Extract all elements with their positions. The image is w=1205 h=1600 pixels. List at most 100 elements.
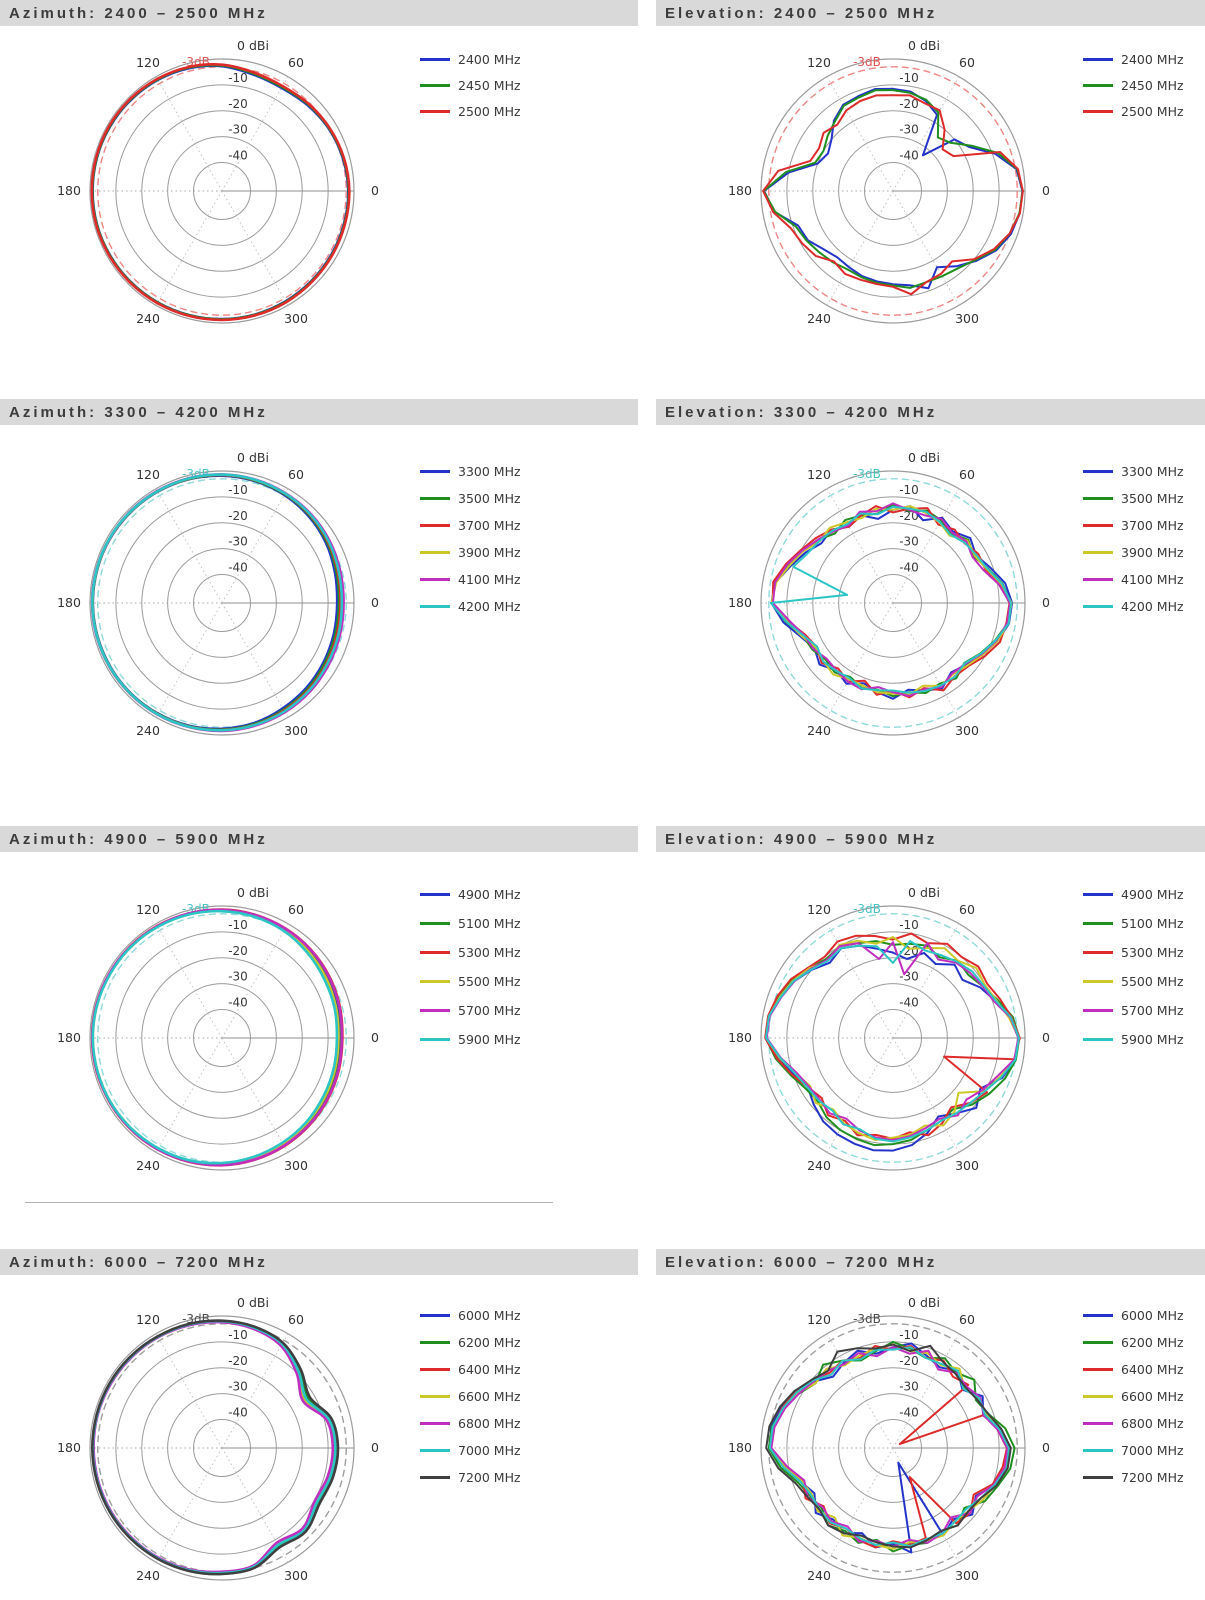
- legend-label: 6600 MHz: [458, 1389, 521, 1404]
- legend-label: 2500 MHz: [458, 103, 521, 119]
- legend-swatch-line: [1083, 470, 1113, 473]
- radial-tick-label: -30: [228, 970, 248, 984]
- radial-axis-label: 0 dBi: [908, 450, 940, 465]
- angle-tick-label-0: 0: [1042, 595, 1050, 610]
- legend-item: 6200 MHz: [1083, 1329, 1184, 1356]
- angle-tick-label-60: 60: [288, 467, 304, 482]
- angle-tick-label-60: 60: [288, 55, 304, 70]
- legend-item: 5700 MHz: [420, 996, 521, 1025]
- radial-tick-label: -40: [228, 996, 248, 1010]
- legend-swatch-line: [420, 1422, 450, 1425]
- legend-item: 5300 MHz: [1083, 938, 1184, 967]
- legend-label: 3900 MHz: [1121, 545, 1184, 560]
- angle-tick-label-120: 120: [136, 902, 160, 917]
- angle-tick-label-60: 60: [288, 902, 304, 917]
- legend-swatch-line: [1083, 1009, 1113, 1012]
- radial-tick-label: -40: [228, 149, 248, 163]
- legend-item: 3700 MHz: [1083, 512, 1184, 539]
- angle-tick-label-180: 180: [57, 183, 81, 198]
- legend-item: 5500 MHz: [420, 967, 521, 996]
- legend-label: 5100 MHz: [458, 916, 521, 931]
- angle-tick-label-0: 0: [1042, 1440, 1050, 1455]
- radial-tick-label: -30: [228, 123, 248, 137]
- angle-tick-label-240: 240: [807, 723, 831, 738]
- section-title-elevation-4900-5900: Elevation: 4900 – 5900 MHz: [656, 826, 1205, 852]
- section-title-azimuth-3300-4200: Azimuth: 3300 – 4200 MHz: [0, 399, 638, 425]
- legend-item: 3300 MHz: [420, 458, 521, 485]
- radial-tick-label: -10: [228, 918, 248, 932]
- reference-3db-circle: [768, 66, 1018, 316]
- legend-label: 5100 MHz: [1121, 916, 1184, 931]
- legend-label: 5900 MHz: [1121, 1032, 1184, 1047]
- radial-tick-label: -40: [899, 996, 919, 1010]
- legend-label: 5300 MHz: [458, 945, 521, 960]
- legend-swatch-line: [1083, 1422, 1113, 1425]
- legend-swatch-line: [1083, 109, 1113, 113]
- angle-tick-label-300: 300: [955, 1158, 979, 1173]
- legend-label: 7200 MHz: [1121, 1470, 1184, 1485]
- reference-3db-label: -3dB: [853, 1312, 881, 1326]
- trace-2400-mhz: [763, 87, 1024, 290]
- legend-swatch-line: [420, 109, 450, 113]
- trace-4200-mhz: [91, 473, 344, 732]
- legend-swatch-line: [1083, 893, 1113, 896]
- legend-label: 4900 MHz: [458, 887, 521, 902]
- legend-label: 6800 MHz: [458, 1416, 521, 1431]
- legend-swatch-line: [420, 605, 450, 608]
- legend-swatch-line: [1083, 951, 1113, 954]
- radial-tick-label: -40: [899, 149, 919, 163]
- legend-swatch-line: [1083, 551, 1113, 554]
- legend-swatch-line: [1083, 83, 1113, 87]
- angle-tick-label-180: 180: [57, 1440, 81, 1455]
- legend-item: 6400 MHz: [1083, 1356, 1184, 1383]
- angle-tick-label-120: 120: [136, 467, 160, 482]
- radial-tick-label: -30: [228, 535, 248, 549]
- radial-axis-label: 0 dBi: [908, 38, 940, 53]
- legend-item: 6000 MHz: [1083, 1302, 1184, 1329]
- legend-azimuth-6000-7200: 6000 MHz 6200 MHz 6400 MHz 6600 MHz 6800 MHz…: [420, 1302, 521, 1491]
- polar-chart-elevation-2400-2500: -10 -20 -30 -40 0 dBi 0 60 120 180 240 300 -3dB: [728, 38, 1050, 326]
- legend-item: 5100 MHz: [1083, 909, 1184, 938]
- legend-label: 7000 MHz: [1121, 1443, 1184, 1458]
- radial-tick-label: -40: [899, 561, 919, 575]
- angle-tick-label-60: 60: [959, 1312, 975, 1327]
- legend-item: 2500 MHz: [420, 98, 521, 124]
- legend-swatch-line: [1083, 1449, 1113, 1452]
- legend-item: 2400 MHz: [420, 46, 521, 72]
- legend-label: 3500 MHz: [458, 491, 521, 506]
- radial-tick-label: -20: [899, 1354, 919, 1368]
- radial-axis-label: 0 dBi: [237, 450, 269, 465]
- angle-tick-label-180: 180: [728, 1030, 752, 1045]
- legend-label: 5700 MHz: [458, 1003, 521, 1018]
- legend-label: 6600 MHz: [1121, 1389, 1184, 1404]
- radial-tick-label: -20: [899, 97, 919, 111]
- legend-item: 2450 MHz: [1083, 72, 1184, 98]
- legend-item: 4100 MHz: [420, 566, 521, 593]
- trace-7000-mhz: [768, 1346, 1010, 1548]
- trace-3500-mhz: [770, 503, 1012, 698]
- reference-3db-circle: [97, 913, 347, 1163]
- legend-label: 4900 MHz: [1121, 887, 1184, 902]
- legend-label: 5300 MHz: [1121, 945, 1184, 960]
- section-title-elevation-3300-4200: Elevation: 3300 – 4200 MHz: [656, 399, 1205, 425]
- angle-tick-label-0: 0: [371, 183, 379, 198]
- radial-axis-label: 0 dBi: [237, 38, 269, 53]
- legend-swatch-line: [420, 1395, 450, 1398]
- legend-label: 6800 MHz: [1121, 1416, 1184, 1431]
- legend-azimuth-3300-4200: 3300 MHz 3500 MHz 3700 MHz 3900 MHz 4100 MHz…: [420, 458, 521, 620]
- trace-5900-mhz: [91, 909, 339, 1165]
- legend-swatch-line: [420, 497, 450, 500]
- radial-tick-label: -40: [228, 1406, 248, 1420]
- reference-3db-circle: [97, 1323, 347, 1573]
- angle-tick-label-300: 300: [284, 723, 308, 738]
- radial-axis-label: 0 dBi: [237, 1295, 269, 1310]
- legend-swatch-line: [420, 578, 450, 581]
- legend-swatch-line: [420, 1341, 450, 1344]
- angle-tick-label-120: 120: [807, 1312, 831, 1327]
- legend-elevation-6000-7200: 6000 MHz 6200 MHz 6400 MHz 6600 MHz 6800 MHz…: [1083, 1302, 1184, 1491]
- angle-tick-label-300: 300: [284, 1158, 308, 1173]
- radial-tick-label: -10: [899, 71, 919, 85]
